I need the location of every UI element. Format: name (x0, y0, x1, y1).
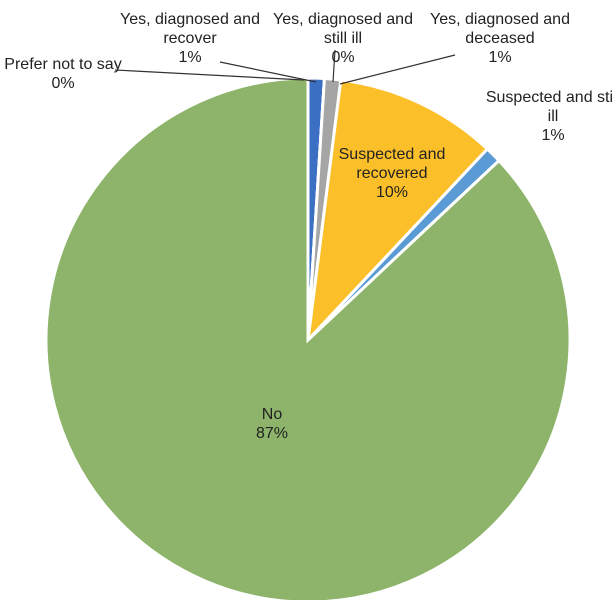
slice-label: Suspected and recovered 10% (327, 145, 457, 202)
value-label: 0% (331, 49, 355, 66)
value-label: 0% (51, 75, 75, 92)
slice-label: No 87% (207, 405, 337, 443)
value-label: 87% (255, 425, 289, 442)
leader-line (339, 54, 456, 85)
category-name: Suspected and still ill (485, 89, 613, 125)
value-label: 1% (541, 127, 565, 144)
value-label: 10% (375, 184, 409, 201)
category-name: Yes, diagnosed and still ill (273, 11, 413, 47)
slice-label: Prefer not to say 0% (0, 55, 133, 93)
category-name: No (261, 406, 283, 423)
category-name: Prefer not to say (4, 56, 122, 73)
value-label: 1% (178, 49, 202, 66)
leader-line (114, 69, 305, 81)
leader-line (332, 49, 336, 83)
category-name: Yes, diagnosed and recover (120, 11, 260, 47)
leader-line (219, 61, 317, 83)
pie-slice (44, 76, 572, 600)
slice-label: Suspected and still ill 1% (483, 88, 613, 145)
category-name: Yes, diagnosed and deceased (430, 11, 570, 47)
category-name: Suspected and recovered (338, 146, 446, 182)
slice-label: Yes, diagnosed and deceased 1% (430, 10, 570, 67)
slice-label: Yes, diagnosed and recover 1% (120, 10, 260, 67)
slice-label: Yes, diagnosed and still ill 0% (273, 10, 413, 67)
value-label: 1% (488, 49, 512, 66)
